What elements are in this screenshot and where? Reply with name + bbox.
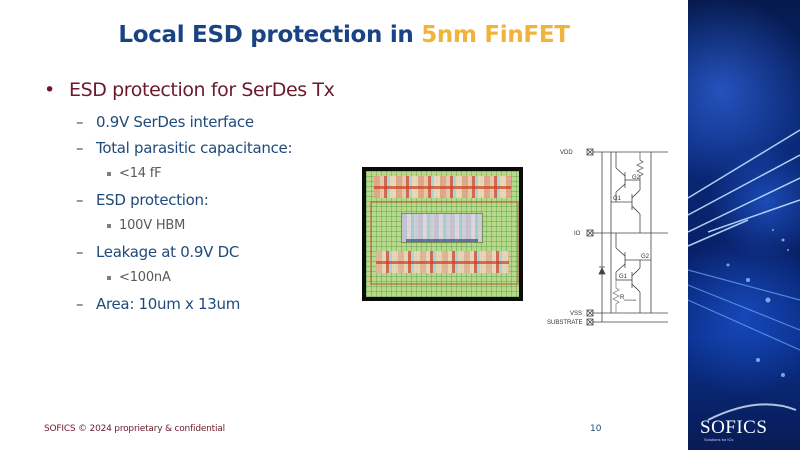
chip-layout-fill: [366, 171, 519, 297]
bullet-dot-icon: •: [44, 79, 55, 101]
dash-icon: –: [76, 295, 84, 313]
bullet-main: • ESD protection for SerDes Tx: [44, 78, 335, 112]
square-bullet-icon: [107, 172, 111, 176]
square-bullet-icon: [107, 276, 111, 280]
sub-bullet-text: Total parasitic capacitance:: [96, 139, 293, 157]
title-main: Local ESD protection in: [118, 22, 422, 48]
sub-bullet: – Area: 10um x 13um: [44, 294, 334, 320]
dash-icon: –: [76, 139, 84, 157]
sub-bullet-text: ESD protection:: [96, 191, 209, 209]
slide-title: Local ESD protection in 5nm FinFET: [0, 22, 688, 48]
logo-tagline: Solutions for ICs: [704, 437, 734, 442]
chip-band-center: [401, 213, 483, 243]
chip-stripe: [374, 186, 511, 189]
sub-sub-bullet-text: <14 fF: [119, 166, 162, 181]
page-number: 10: [590, 424, 602, 434]
circuit-lines-graphic: [688, 129, 800, 421]
sofics-logo: SOFICS: [700, 417, 768, 438]
sub-sub-bullet: <14 fF: [44, 164, 334, 190]
chip-layout-image: [362, 167, 523, 301]
sub-sub-bullet: 100V HBM: [44, 216, 334, 242]
pin-label-vdd: VDD: [560, 150, 573, 156]
sub-bullet-text: Leakage at 0.9V DC: [96, 243, 239, 261]
pin-label-substrate: SUBSTRATE: [547, 320, 583, 326]
sub-sub-bullet-text: 100V HBM: [119, 218, 186, 233]
chip-stripe: [406, 239, 478, 242]
sub-bullet: – ESD protection:: [44, 190, 334, 216]
sub-sub-bullet-text: <100nA: [119, 270, 171, 285]
chip-stripe: [376, 261, 509, 264]
dash-icon: –: [76, 243, 84, 261]
square-bullet-icon: [107, 224, 111, 228]
title-accent: 5nm FinFET: [421, 22, 570, 48]
svg-text:R: R: [620, 295, 625, 301]
pin-label-io: IO: [574, 231, 581, 237]
dash-icon: –: [76, 113, 84, 131]
bullet-main-text: ESD protection for SerDes Tx: [69, 79, 335, 101]
sub-bullet-text: 0.9V SerDes interface: [96, 113, 254, 131]
svg-text:G1: G1: [613, 196, 622, 202]
decorative-side-panel: SOFICS Solutions for ICs: [688, 0, 800, 450]
sub-bullet: –0.9V SerDes interface: [44, 112, 334, 138]
svg-text:substrate: substrate: [624, 298, 637, 302]
svg-text:G2: G2: [641, 254, 650, 260]
bullet-list: • ESD protection for SerDes Tx –0.9V SerD…: [44, 78, 335, 320]
sub-bullet: – Leakage at 0.9V DC: [44, 242, 334, 268]
footer-copyright: SOFICS © 2024 proprietary & confidential: [44, 424, 225, 434]
sub-bullet: – Total parasitic capacitance:: [44, 138, 334, 164]
svg-text:G2: G2: [632, 175, 641, 181]
dash-icon: –: [76, 191, 84, 209]
logo-swoosh-icon: [707, 403, 797, 421]
svg-text:G1: G1: [619, 274, 628, 280]
pin-label-vss: VSS: [570, 311, 582, 317]
chip-ring: [370, 201, 519, 285]
sub-sub-bullet: <100nA: [44, 268, 334, 294]
sub-bullet-text: Area: 10um x 13um: [96, 295, 241, 313]
